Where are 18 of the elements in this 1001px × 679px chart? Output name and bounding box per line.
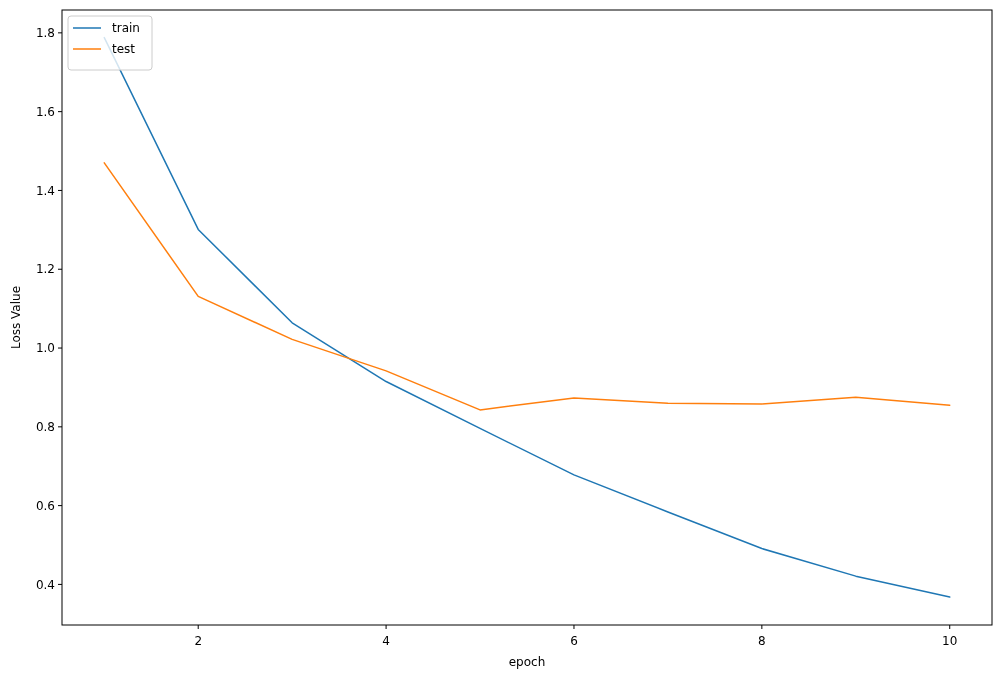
legend-label: test [112, 42, 136, 57]
y-tick-label: 0.8 [35, 420, 55, 435]
x-tick-label: 8 [758, 634, 766, 648]
y-tick-label: 1.8 [35, 26, 55, 41]
y-tick-label: 1.2 [35, 262, 55, 277]
line-series [103, 162, 951, 411]
legend-label: train [112, 21, 140, 36]
y-tick-label: 0.6 [35, 498, 55, 513]
y-tick-label: 0.4 [35, 577, 55, 592]
y-tick-label: 1.0 [35, 341, 55, 356]
y-axis-title: Loss Value [9, 285, 23, 350]
x-tick-label: 10 [942, 634, 958, 648]
x-tick-label: 6 [570, 634, 578, 648]
x-axis-title: epoch [508, 655, 546, 669]
y-tick-label: 1.4 [35, 183, 55, 198]
x-tick-label: 2 [194, 634, 203, 648]
x-tick-label: 4 [382, 634, 390, 648]
y-tick-label: 1.6 [35, 104, 55, 119]
